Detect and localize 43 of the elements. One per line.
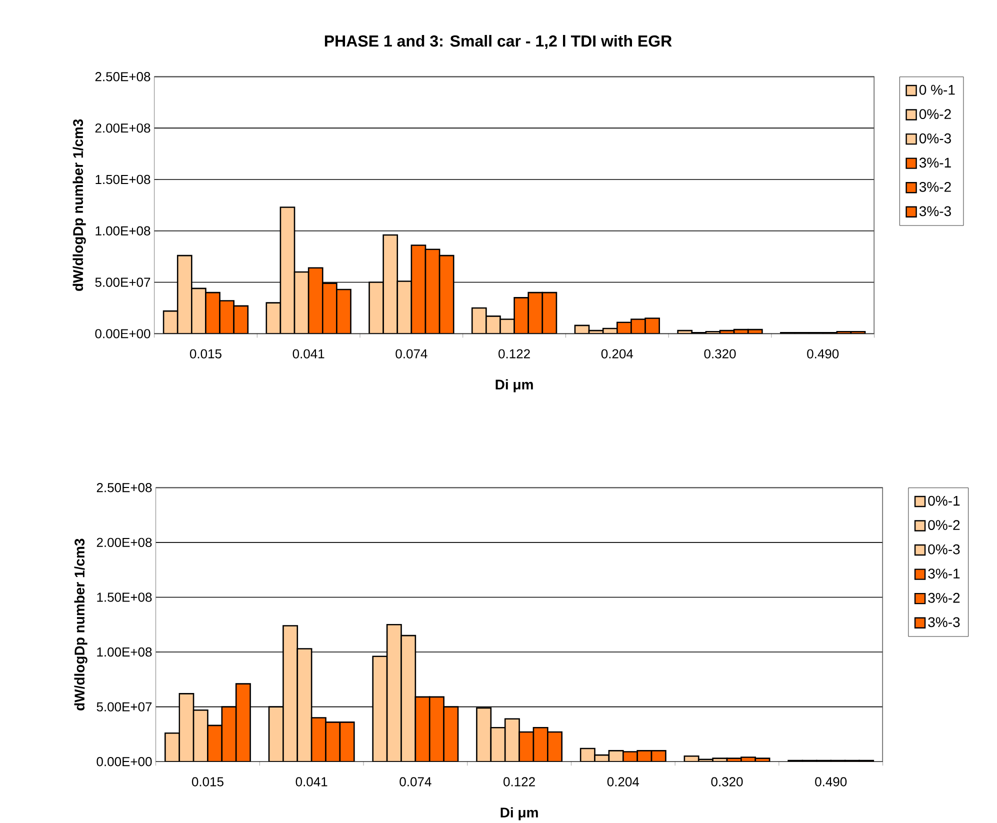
y-tick-label: 5.00E+07 <box>95 278 150 287</box>
legend-label: 3%-1 <box>919 158 951 168</box>
y-tick-label: 2.50E+08 <box>95 72 150 82</box>
legend-label: 0%-2 <box>919 109 951 120</box>
x-tick-label: 0.204 <box>607 777 640 786</box>
y-tick-label: 0.00E+00 <box>96 757 152 766</box>
x-axis-title: Di μm <box>500 807 538 820</box>
x-tick-label: 0.041 <box>292 349 324 358</box>
y-tick-label: 2.50E+08 <box>96 483 152 492</box>
x-tick-label: 0.204 <box>601 349 634 358</box>
y-tick-label: 1.50E+08 <box>96 174 150 184</box>
x-tick-label: 0.015 <box>192 777 224 786</box>
x-tick-label: 0.122 <box>498 349 530 358</box>
y-axis-title: dW/dlogDp number 1/cm3 <box>72 119 86 291</box>
y-tick-label: 2.00E+08 <box>96 538 152 548</box>
y-tick-label: 0.00E+00 <box>95 329 150 338</box>
x-tick-label: 0.074 <box>400 777 432 786</box>
x-tick-label: 0.490 <box>815 777 847 786</box>
legend-label: 0%-3 <box>928 544 960 554</box>
x-tick-label: 0.041 <box>296 777 328 786</box>
legend-label: 0 %-1 <box>919 84 955 95</box>
x-tick-label: 0.320 <box>711 777 743 786</box>
legend-label: 3%-3 <box>928 617 960 628</box>
legend-label: 0%-2 <box>928 520 960 530</box>
y-tick-label: 1.00E+08 <box>97 647 152 657</box>
y-tick-label: 1.50E+08 <box>97 592 152 602</box>
legend-label: 0%-3 <box>919 133 951 144</box>
x-tick-label: 0.074 <box>396 349 428 358</box>
y-tick-label: 5.00E+07 <box>96 702 152 712</box>
legend-label: 3%-2 <box>928 592 960 603</box>
x-tick-label: 0.015 <box>190 349 222 358</box>
y-axis-title: dW/dlogDp number 1/cm3 <box>74 538 88 710</box>
x-axis-title: Di μm <box>496 379 533 392</box>
y-tick-label: 2.00E+08 <box>95 123 150 133</box>
legend-label: 3%-2 <box>919 182 951 192</box>
y-tick-label: 1.00E+08 <box>96 226 150 236</box>
chart-title: PHASE 1 and 3: Small car - 1,2 l TDI with EGR <box>324 34 672 50</box>
x-tick-label: 0.320 <box>704 349 736 358</box>
legend-label: 0%-1 <box>928 496 960 506</box>
legend-label: 3%-3 <box>919 206 951 216</box>
x-tick-label: 0.122 <box>504 777 535 786</box>
legend-label: 3%-1 <box>928 568 960 579</box>
x-tick-label: 0.490 <box>807 349 839 358</box>
